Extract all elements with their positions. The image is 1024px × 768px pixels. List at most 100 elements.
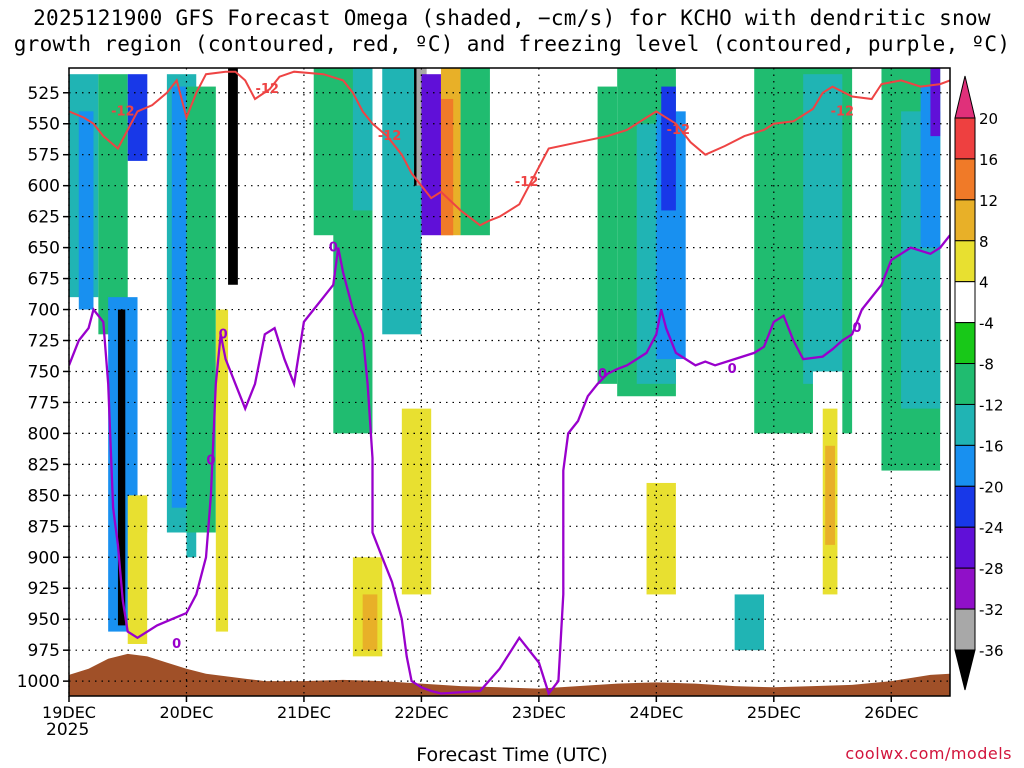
colorbar-swatch xyxy=(954,322,976,365)
chart-title-line-2: growth region (contoured, red, ºC) and f… xyxy=(13,32,1011,56)
freezing-contour-label: 0 xyxy=(219,327,228,342)
colorbar-swatch xyxy=(954,403,976,446)
x-axis: 19DEC 20DEC 21DEC 22DEC 23DEC 24DEC 25DEC 26DEC xyxy=(42,696,918,722)
colorbar-swatch xyxy=(954,444,976,487)
plot-frame xyxy=(68,67,951,697)
y-tick-label: 725 xyxy=(28,332,60,352)
colorbar-label: -20 xyxy=(979,478,1004,496)
omega-region xyxy=(661,86,676,211)
colorbar-label: 16 xyxy=(979,151,998,169)
colorbar-label: 20 xyxy=(979,110,998,128)
omega-region xyxy=(98,74,128,335)
colorbar-swatch xyxy=(954,199,976,242)
omega-region xyxy=(940,433,950,620)
y-tick-label: 575 xyxy=(28,146,60,166)
omega-shading-layer xyxy=(69,68,950,669)
x-tick-label: 24DEC xyxy=(629,703,683,722)
freezing-level-0C-contour xyxy=(69,234,950,696)
colorbar-label: 8 xyxy=(979,233,989,251)
contour-layer xyxy=(69,70,950,696)
source-credit: coolwx.com/models xyxy=(845,744,1012,763)
omega-region xyxy=(421,74,441,236)
y-tick-label: 600 xyxy=(28,177,60,197)
colorbar: 20 16 12 8 4 -4 -8 -12 -16 -20 -24 -28 -32 -36 xyxy=(954,75,1004,691)
colorbar-swatch xyxy=(954,158,976,201)
colorbar-swatch xyxy=(954,117,976,160)
omega-region xyxy=(78,111,94,310)
colorbar-label: -32 xyxy=(979,601,1004,619)
dgz-contour-label: -12 xyxy=(515,175,539,190)
dgz-contour-label: -12 xyxy=(831,104,855,119)
omega-region xyxy=(930,68,941,137)
y-tick-label: 700 xyxy=(28,301,60,321)
omega-region xyxy=(480,433,500,632)
omega-region xyxy=(228,68,238,285)
freezing-contour-label: 0 xyxy=(206,454,215,469)
omega-region xyxy=(186,86,216,533)
y-tick-label: 1000 xyxy=(17,672,60,692)
y-tick-label: 775 xyxy=(28,393,60,413)
omega-region xyxy=(127,495,148,644)
omega-region xyxy=(362,594,378,651)
y-tick-label: 675 xyxy=(28,270,60,290)
terrain-layer xyxy=(69,653,950,696)
x-tick-label: 21DEC xyxy=(277,703,331,722)
colorbar-label: -12 xyxy=(979,396,1004,414)
colorbar-swatch xyxy=(954,485,976,528)
colorbar-swatch xyxy=(954,608,976,651)
colorbar-label: -16 xyxy=(979,437,1004,455)
dgz-contour-label: -12 xyxy=(667,123,691,138)
y-tick-label: 525 xyxy=(28,84,60,104)
omega-region xyxy=(460,68,490,236)
y-tick-label: 800 xyxy=(28,424,60,444)
omega-region xyxy=(127,74,148,161)
omega-region xyxy=(352,68,373,211)
y-tick-label: 850 xyxy=(28,486,60,506)
colorbar-top-arrow xyxy=(954,75,976,119)
y-tick-label: 975 xyxy=(28,641,60,661)
contour-label-layer: -12 -12 -12 -12 -12 -12 0 0 0 0 0 0 0 xyxy=(111,82,861,652)
colorbar-label: -36 xyxy=(979,642,1004,660)
omega-region xyxy=(401,408,432,595)
freezing-contour-label: 0 xyxy=(598,367,607,382)
colorbar-swatch xyxy=(954,567,976,610)
omega-region xyxy=(597,86,618,384)
y-tick-label: 900 xyxy=(28,548,60,568)
x-tick-label: 19DEC xyxy=(42,703,96,722)
colorbar-swatch xyxy=(954,281,976,324)
omega-region xyxy=(147,532,187,669)
omega-region xyxy=(734,594,765,651)
x-axis-title: Forecast Time (UTC) xyxy=(416,744,608,766)
freezing-contour-label: 0 xyxy=(852,321,861,336)
chart-title-line-1: 2025121900 GFS Forecast Omega (shaded, −… xyxy=(33,6,991,30)
y-tick-label: 550 xyxy=(28,115,60,135)
dgz-contour-label: -12 xyxy=(255,82,279,97)
y-tick-label: 650 xyxy=(28,239,60,259)
x-tick-label: 20DEC xyxy=(159,703,213,722)
omega-region xyxy=(240,68,251,137)
omega-region xyxy=(171,86,187,508)
dgz-minus12-contour xyxy=(69,70,950,227)
y-tick-label: 875 xyxy=(28,517,60,537)
freezing-contour-label: 0 xyxy=(329,241,338,256)
y-tick-label: 750 xyxy=(28,362,60,382)
x-axis-year-label: 2025 xyxy=(46,720,90,740)
y-tick-label: 925 xyxy=(28,579,60,599)
terrain-fill xyxy=(69,653,950,696)
omega-region xyxy=(646,482,676,595)
y-tick-label: 825 xyxy=(28,455,60,475)
dgz-contour-label: -12 xyxy=(111,104,135,119)
freezing-contour-label: 0 xyxy=(172,637,181,652)
omega-region xyxy=(803,74,843,384)
x-tick-label: 22DEC xyxy=(394,703,448,722)
omega-region xyxy=(440,98,454,236)
omega-region xyxy=(215,309,229,632)
colorbar-label: 4 xyxy=(979,274,989,292)
x-tick-label: 23DEC xyxy=(512,703,566,722)
colorbar-swatch xyxy=(954,240,976,283)
y-tick-label: 625 xyxy=(28,208,60,228)
colorbar-label: 12 xyxy=(979,192,998,210)
colorbar-label: -28 xyxy=(979,560,1004,578)
colorbar-swatch xyxy=(954,526,976,569)
